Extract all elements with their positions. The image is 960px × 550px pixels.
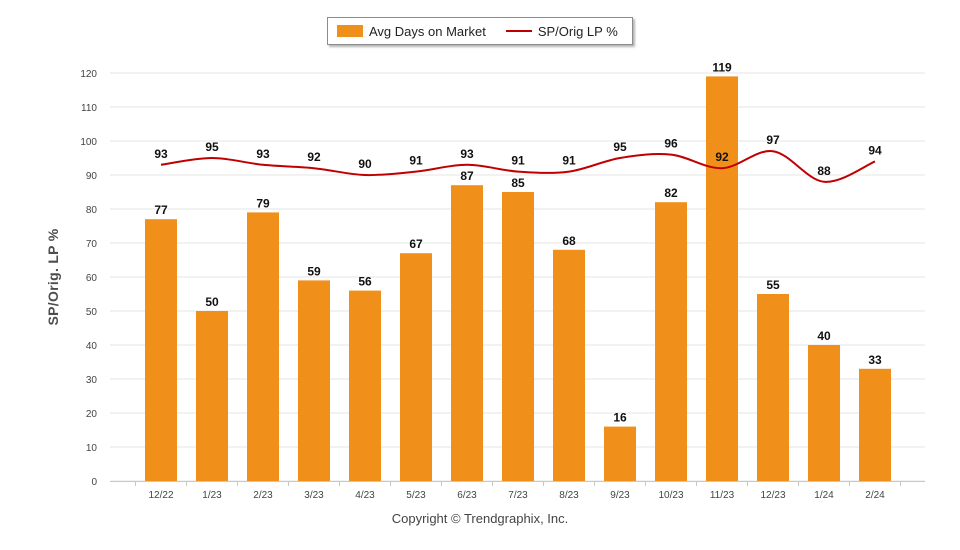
y-tick-label: 40 [86,341,98,352]
legend-item-bar: Avg Days on Market [328,24,486,39]
x-tick-label: 12/22 [148,490,173,501]
x-tick-label: 2/23 [253,490,273,501]
y-tick-label: 0 [91,477,97,488]
bar-value-label: 68 [562,234,576,248]
bar-value-label: 79 [256,196,270,210]
legend-swatch-bar [337,25,363,37]
bar-value-label: 85 [511,176,525,190]
legend: Avg Days on Market SP/Orig LP % [327,17,633,45]
bar [298,280,330,481]
x-tick-label: 8/23 [559,490,579,501]
bar [808,345,840,481]
bar-value-label: 56 [358,275,372,289]
bar [247,212,279,481]
x-tick-label: 3/23 [304,490,324,501]
line-value-label: 92 [307,150,321,164]
line-value-label: 93 [154,147,168,161]
y-tick-label: 120 [80,69,97,80]
bar [400,253,432,481]
bar-value-label: 16 [613,411,627,425]
bar [553,249,585,481]
x-tick-label: 9/23 [610,490,630,501]
legend-swatch-line [505,30,532,32]
line-value-label: 93 [460,147,474,161]
bar [859,368,891,481]
bar-value-label: 82 [664,186,678,200]
y-tick-label: 60 [86,273,98,284]
legend-label-bar: Avg Days on Market [369,23,486,39]
y-tick-label: 80 [86,205,98,216]
x-tick-label: 1/24 [814,490,834,501]
x-tick-label: 11/23 [710,490,735,501]
copyright-footer: Copyright © Trendgraphix, Inc. [391,511,569,526]
y-tick-label: 100 [80,137,97,148]
line-value-label: 94 [868,143,882,157]
bar-value-label: 119 [712,60,732,74]
x-tick-label: 5/23 [406,490,426,501]
y-tick-label: 20 [86,409,98,420]
x-tick-label: 4/23 [355,490,375,501]
legend-label-line: SP/Orig LP % [537,23,618,39]
bar [196,311,228,481]
line-value-label: 95 [613,140,627,154]
y-axis-label: SP/Orig. LP % [45,228,61,326]
y-tick-label: 50 [86,307,98,318]
y-tick-label: 110 [81,103,97,114]
bar [145,219,177,481]
line-value-label: 93 [256,147,270,161]
bar-value-label: 87 [460,169,474,183]
bar-value-label: 50 [205,295,219,309]
line-value-label: 91 [562,154,576,168]
line-value-label: 90 [358,157,372,171]
y-tick-label: 90 [86,171,98,182]
bar [349,290,381,481]
bar [451,185,483,481]
bar-value-label: 59 [307,264,321,278]
x-tick-label: 2/24 [865,490,885,501]
bar-value-label: 40 [817,329,831,343]
line-value-label: 95 [205,140,219,154]
bar [757,294,789,481]
x-tick-label: 1/23 [202,490,222,501]
line-value-label: 92 [715,150,729,164]
line-value-label: 91 [409,154,423,168]
y-tick-label: 70 [86,239,98,250]
x-tick-label: 12/23 [760,490,785,501]
line-value-label: 91 [511,154,525,168]
bar-value-label: 77 [154,203,168,217]
bar [502,192,534,481]
line-value-label: 97 [766,133,780,147]
bar [706,76,738,482]
line-value-label: 88 [817,164,831,178]
legend-item-line: SP/Orig LP % [486,24,618,39]
series-line-sp-orig-lp [160,150,876,183]
bar-value-label: 33 [868,353,882,367]
bar [655,202,687,481]
line-value-label: 96 [664,137,678,151]
bar-value-label: 67 [409,237,423,251]
x-tick-label: 10/23 [658,490,683,501]
x-tick-label: 6/23 [457,490,477,501]
x-tick-label: 7/23 [508,490,528,501]
bar [604,426,636,481]
y-tick-label: 10 [86,443,98,454]
y-tick-label: 30 [86,375,98,386]
bar-value-label: 55 [766,278,780,292]
